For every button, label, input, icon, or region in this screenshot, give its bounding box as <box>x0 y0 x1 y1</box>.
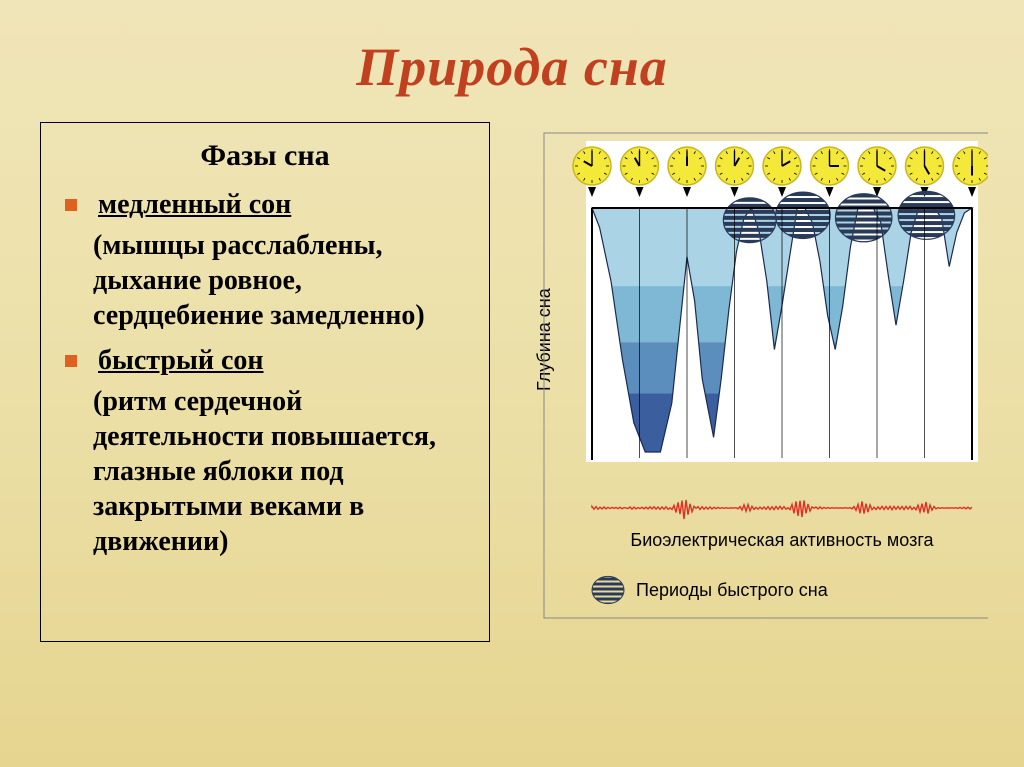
phase-label: быстрый сон <box>98 345 264 376</box>
sleep-depth-figure: Глубина снаБиоэлектрическая активность м… <box>518 122 994 642</box>
eeg-label: Биоэлектрическая активность мозга <box>630 530 934 550</box>
bullet-icon <box>65 199 77 211</box>
phase-label: медленный сон <box>98 189 291 220</box>
list-item: медленный сон <box>65 187 471 222</box>
page-title: Природа сна <box>0 0 1024 98</box>
content-row: Фазы сна медленный сон (мышцы расслаблен… <box>40 122 994 642</box>
bullet-icon <box>65 355 77 367</box>
sleep-chart-svg: Глубина снаБиоэлектрическая активность м… <box>518 122 988 642</box>
phases-list: медленный сон (мышцы расслаблены, дыхани… <box>59 187 471 559</box>
eeg-trace <box>592 500 972 519</box>
phase-desc: (мышцы расслаблены, дыхание ровное, серд… <box>93 228 471 333</box>
phases-heading: Фазы сна <box>59 139 471 173</box>
list-item: быстрый сон <box>65 343 471 378</box>
phases-box: Фазы сна медленный сон (мышцы расслаблен… <box>40 122 490 642</box>
phase-desc: (ритм сердечной деятельности повышается,… <box>93 384 471 559</box>
legend-label: Периоды быстрого сна <box>636 580 829 600</box>
legend-rem: Периоды быстрого сна <box>592 573 829 606</box>
